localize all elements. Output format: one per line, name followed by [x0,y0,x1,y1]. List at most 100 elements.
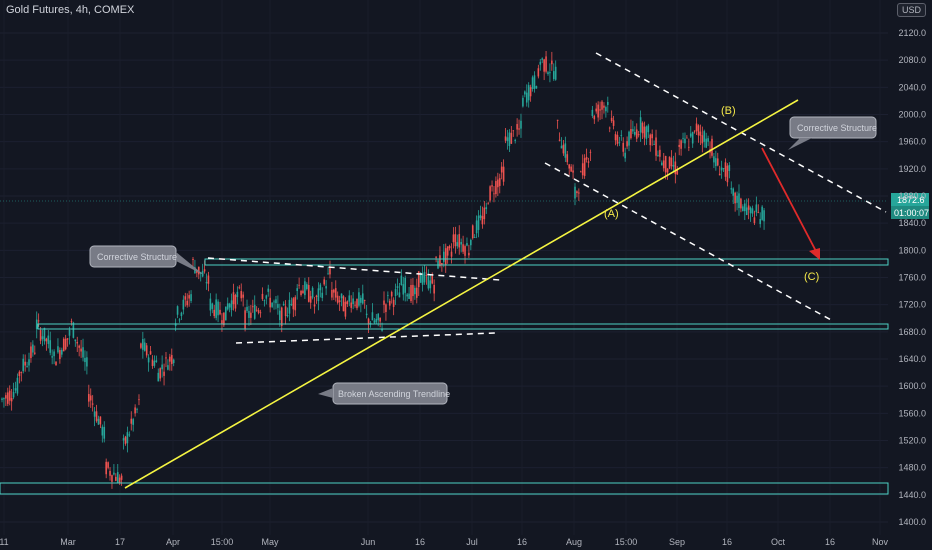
candle-body [730,188,733,190]
candle-body [290,303,293,306]
candle-body [334,288,337,298]
candle-body [684,138,686,144]
currency-button[interactable]: USD [896,3,926,17]
candle-body [296,288,298,292]
candle-body [583,158,586,176]
candle-body [456,242,459,247]
candle-body [223,312,225,326]
candle-body [361,293,364,304]
candle-body [414,287,416,295]
y-tick-label: 1440.0 [898,490,926,500]
candle-body [664,156,667,173]
candle-body [716,158,719,166]
candle-body [516,124,518,130]
callout-corrective-left: Corrective Structure [89,245,204,275]
candle-body [338,300,341,302]
candle-body [161,364,163,370]
candle-body [552,71,555,80]
candle-body [375,318,378,323]
candle-body [601,101,603,110]
x-tick-label: 15:00 [615,537,638,547]
y-tick-label: 1920.0 [898,164,926,174]
candle-body [213,309,216,317]
candle-body [307,285,310,302]
candle-body [713,156,715,163]
candle-body [493,193,495,195]
candle-body [491,185,493,187]
candle-body [180,312,183,317]
candle-body [720,167,723,171]
candle-body [182,299,185,310]
candle-body [248,311,250,318]
y-tick-label: 1760.0 [898,273,926,283]
candle-body [518,128,520,130]
candle-body [740,198,742,209]
candle-body [115,476,117,481]
candle-body [163,371,165,376]
candle-body [302,290,304,294]
candle-body [157,372,160,382]
candle-body [348,295,351,302]
candle-body [464,246,466,256]
time-axis[interactable]: 11 Mar 17 Apr 15:00 May Jun 16 Jul 16 Aug 15:00 Sep 1… [0,537,888,547]
wave-label-a: (A) [604,208,619,220]
candle-body [558,139,561,141]
candle-body [466,243,468,246]
candle-body [551,60,553,65]
x-tick-label: Mar [60,537,76,547]
y-tick-label: 1720.0 [898,300,926,310]
candles-group [1,51,765,489]
candle-body [473,237,476,238]
candle-body [545,56,547,72]
candle-body [524,91,526,95]
candle-body [138,399,140,401]
price-axis[interactable]: 1400.0 1440.0 1480.0 1520.0 1560.0 1600.0 1640… [898,28,926,527]
candle-body [244,310,246,329]
candle-body [45,338,48,342]
candle-body [39,330,42,341]
candle-body [649,134,652,146]
candle-body [406,294,408,297]
candle-body [599,109,601,111]
candle-body [358,292,360,306]
candle-body [736,195,738,203]
candle-body [688,146,690,148]
candle-body [388,300,391,306]
candle-body [763,210,765,222]
y-tick-label: 1600.0 [898,381,926,391]
candle-body [91,403,94,405]
candle-body [169,356,171,362]
candle-body [738,193,740,209]
candle-body [155,360,158,363]
candle-body [304,281,306,296]
candle-body [130,418,133,424]
candle-body [136,408,138,410]
candle-body [280,307,283,327]
candle-body [340,293,343,299]
candle-body [14,388,17,391]
callout-corrective-right: Corrective Structure [788,116,877,150]
candle-body [578,192,580,194]
candle-body [448,246,451,249]
resistance-zone-1785 [204,258,889,266]
x-tick-label: Apr [166,537,180,547]
candle-body [711,138,713,156]
candle-body [502,166,505,182]
candle-body [279,310,281,321]
candle-body [82,347,84,358]
candle-body [271,302,273,307]
candle-body [306,284,308,290]
candle-body [352,298,354,304]
candle-body [527,85,530,101]
candle-body [327,273,329,275]
candle-body [234,295,237,309]
candle-body [498,178,501,186]
candle-body [618,142,621,144]
candle-body [43,327,46,342]
candle-body [689,133,692,137]
candle-body [506,137,509,141]
y-tick-label: 1960.0 [898,137,926,147]
candle-body [99,416,102,425]
candle-body [581,163,584,176]
